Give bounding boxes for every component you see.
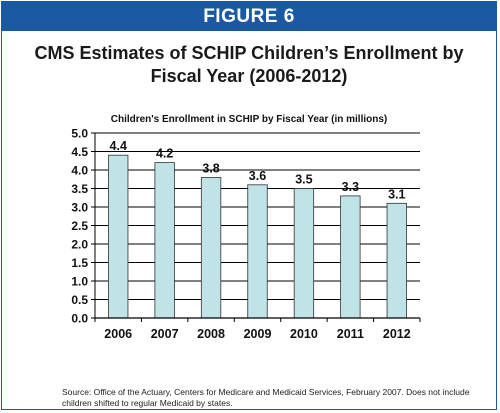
x-tick-label-2010: 2010 (290, 327, 318, 341)
axis-layer: 0.0 0.5 1.0 1.5 2.0 2.5 3.0 3.5 4.0 4.5 5.0 2006 200… (71, 127, 421, 341)
bar-2011 (340, 195, 361, 319)
y-tick-label: 2.5 (71, 219, 88, 233)
y-tick-label: 4.5 (71, 145, 88, 159)
y-tick-label: 3.0 (71, 201, 88, 215)
x-tick-label-2007: 2007 (151, 327, 179, 341)
x-tick-label-2009: 2009 (244, 327, 272, 341)
y-tick-label: 5.0 (71, 127, 88, 141)
data-label-2012: 3.1 (388, 187, 405, 201)
y-tick-label: 2.0 (71, 238, 88, 252)
y-tick-label: 4.0 (71, 164, 88, 178)
y-tick-label: 3.5 (71, 182, 88, 196)
y-tick-label: 1.0 (71, 275, 88, 289)
bar-2008 (200, 176, 222, 319)
y-tick-label: 0.0 (71, 312, 88, 326)
data-label-2006: 4.4 (110, 139, 127, 153)
figure-banner: FIGURE 6 (2, 2, 496, 31)
bar-layer (108, 154, 407, 319)
data-label-2008: 3.8 (202, 161, 219, 175)
x-tick-label-2008: 2008 (197, 327, 225, 341)
bar-2012 (386, 202, 407, 319)
data-label-2011: 3.3 (342, 180, 359, 194)
source-note: Source: Office of the Actuary, Centers f… (62, 387, 470, 408)
x-tick-label-2012: 2012 (383, 327, 411, 341)
figure-title: CMS Estimates of SCHIP Children’s Enroll… (34, 43, 464, 86)
x-tick-label-2006: 2006 (104, 327, 132, 341)
bar-2010 (293, 188, 315, 319)
data-label-2009: 3.6 (249, 169, 266, 183)
x-tick-label-2011: 2011 (337, 327, 364, 341)
label-layer: 4.4 4.2 3.8 3.6 3.5 3.3 3.1 (110, 139, 406, 201)
bar-2006 (108, 154, 129, 319)
data-label-2007: 4.2 (156, 147, 173, 161)
y-tick-label: 0.5 (71, 293, 88, 307)
bar-2007 (154, 162, 175, 319)
y-tick-label: 1.5 (71, 256, 88, 270)
chart-title: Children's Enrollment in SCHIP by Fiscal… (110, 114, 388, 125)
bar-2009 (247, 184, 268, 319)
data-label-2010: 3.5 (295, 173, 312, 187)
